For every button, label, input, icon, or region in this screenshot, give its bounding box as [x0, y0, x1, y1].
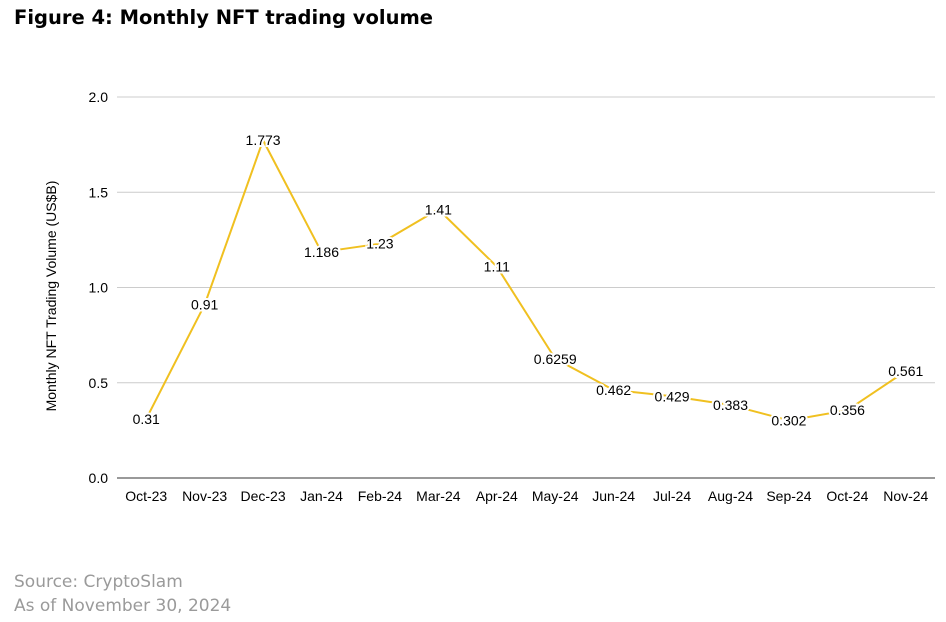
- x-tick-label: Dec-23: [241, 488, 286, 504]
- source-text: Source: CryptoSlam: [14, 572, 183, 592]
- x-tick-label: Jul-24: [653, 488, 691, 504]
- series-line: [145, 139, 907, 422]
- as-of-date: As of November 30, 2024: [14, 596, 232, 616]
- y-tick-label: 2.0: [89, 89, 109, 105]
- y-tick-label: 1.5: [89, 184, 109, 200]
- x-tick-label: Feb-24: [358, 488, 403, 504]
- y-tick-label: 1.0: [89, 280, 109, 296]
- data-label: 0.356: [830, 402, 865, 418]
- data-label: 0.31: [133, 411, 160, 427]
- data-label: 0.6259: [534, 351, 577, 367]
- data-label: 1.41: [425, 201, 452, 217]
- gridlines: [117, 96, 935, 479]
- x-tick-labels: Oct-23 Nov-23 Dec-23 Jan-24 Feb-24 Mar-24 Apr-…: [125, 488, 928, 504]
- y-axis-label: Monthly NFT Trading Volume (US$B): [43, 181, 59, 412]
- data-label: 0.302: [771, 412, 806, 428]
- x-tick-label: Jan-24: [300, 488, 343, 504]
- y-tick-label: 0.5: [89, 375, 109, 391]
- figure-title: Figure 4: Monthly NFT trading volume: [14, 6, 434, 29]
- x-tick-label: Nov-23: [182, 488, 227, 504]
- x-tick-label: Oct-23: [125, 488, 167, 504]
- source-note: Source: CryptoSlam As of November 30, 20…: [14, 570, 231, 618]
- y-tick-labels: 0.0 0.5 1.0 1.5 2.0: [89, 89, 109, 486]
- x-tick-label: Mar-24: [416, 488, 461, 504]
- data-label: 1.11: [484, 259, 510, 275]
- data-label: 0.561: [888, 363, 923, 379]
- data-label: 0.383: [713, 397, 748, 413]
- data-label: 0.462: [596, 382, 631, 398]
- data-label: 1.186: [304, 244, 339, 260]
- x-tick-label: Apr-24: [476, 488, 518, 504]
- data-label: 0.429: [655, 388, 690, 404]
- x-tick-label: May-24: [532, 488, 579, 504]
- x-tick-label: Oct-24: [826, 488, 868, 504]
- x-tick-label: Jun-24: [592, 488, 635, 504]
- y-tick-label: 0.0: [89, 470, 109, 486]
- x-tick-label: Sep-24: [766, 488, 811, 504]
- x-tick-label: Aug-24: [708, 488, 753, 504]
- line-chart: 0.0 0.5 1.0 1.5 2.0 Oct-23 Nov-23 Dec-23 Jan-24…: [43, 89, 935, 504]
- data-label: 1.23: [366, 236, 393, 252]
- data-label: 1.773: [246, 132, 281, 148]
- data-labels: 0.31 0.91 1.773 1.186 1.23 1.41 1.11 0.6259 0.46…: [131, 130, 926, 430]
- data-label: 0.91: [191, 297, 218, 313]
- x-tick-label: Nov-24: [883, 488, 928, 504]
